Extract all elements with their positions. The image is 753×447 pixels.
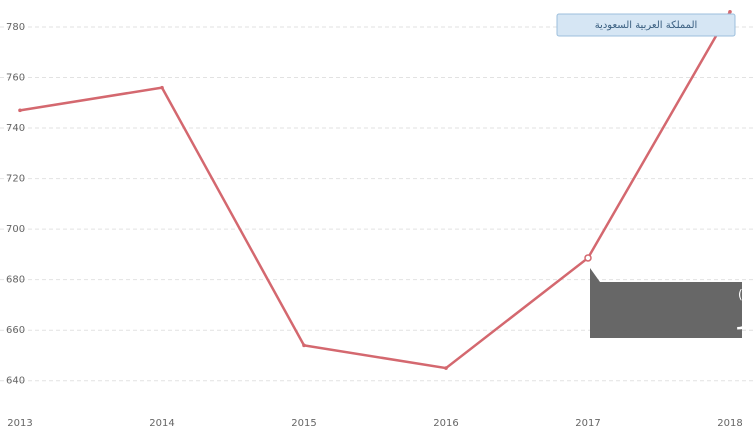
point — [160, 85, 164, 90]
x-tick-label: 2017 — [575, 418, 600, 429]
line — [19, 11, 732, 370]
y-tick-label: 780 — [6, 22, 25, 33]
y-tick-label: 760 — [6, 73, 25, 84]
legend-box — [556, 13, 736, 37]
point — [444, 366, 448, 370]
data-label: 688.59 مليار — [737, 305, 753, 329]
y-tick-label: 720 — [6, 174, 25, 185]
legend-label: المملكة العربية السعودية — [595, 20, 698, 31]
x-tick-label: 2016 — [433, 418, 458, 429]
y-tick-label: 700 — [6, 224, 25, 235]
x-tick-label: 2014 — [149, 418, 174, 429]
x-tick-label: 2013 — [7, 418, 32, 429]
x-tick-label: 2015 — [291, 418, 316, 429]
x-tick-label: 2018 — [717, 418, 742, 429]
y-tick-label: 680 — [6, 275, 25, 286]
point — [728, 10, 732, 14]
y-tick-label: 740 — [6, 123, 25, 134]
tooltip: المملكة العربية السعودية (2017) 688.59 مل… — [590, 267, 753, 338]
point — [18, 108, 22, 113]
tooltip-box — [590, 267, 742, 338]
y-tick-label: 640 — [6, 376, 25, 387]
y-tick-label: 660 — [6, 325, 25, 336]
point — [302, 343, 306, 348]
point — [584, 254, 592, 262]
tooltip-title: المملكة العربية السعودية (2017) — [738, 287, 753, 302]
